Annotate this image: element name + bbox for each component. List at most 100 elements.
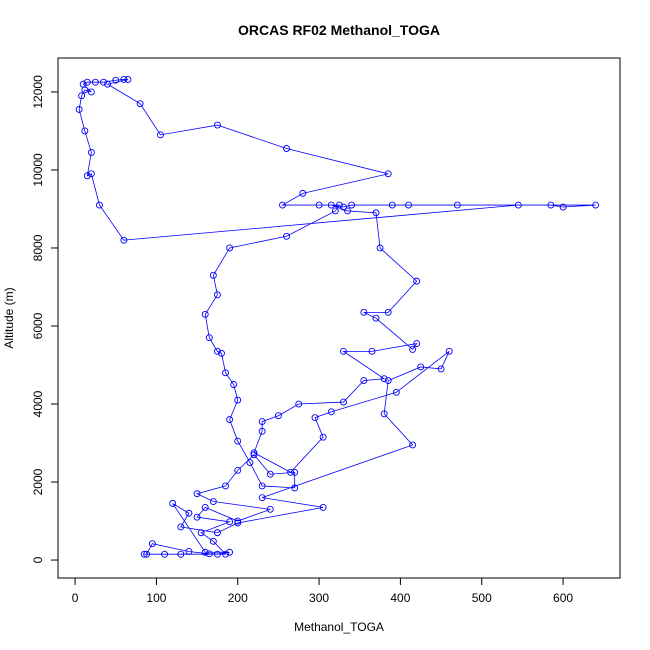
data-point [453,201,461,209]
data-point [405,201,412,209]
data-point [177,550,185,558]
data-point [348,201,356,209]
data-point [372,209,380,217]
data-point [161,550,168,558]
data-point [75,106,83,113]
data-point [193,490,201,498]
data-point [120,236,128,244]
x-axis-label: Methanol_TOGA [294,620,384,634]
x-tick-label: 500 [472,591,492,605]
data-point [209,498,217,505]
data-point [340,203,347,211]
data-point [299,189,307,197]
data-point [250,449,258,457]
data-point [547,201,555,209]
data-point [274,412,282,420]
data-point [295,400,303,408]
y-tick-label: 10000 [31,153,45,187]
data-point [78,92,86,100]
series-line [78,79,596,555]
data-point [327,408,335,416]
data-point [209,271,217,279]
data-point [384,308,392,316]
data-point [213,291,221,299]
data-point [83,78,91,86]
data-point [193,513,201,521]
data-point [120,76,128,83]
y-tick-label: 6000 [31,312,45,339]
data-point [445,347,453,355]
data-point [234,466,242,474]
data-point [201,548,209,556]
data-point [205,550,213,558]
y-tick-label: 4000 [31,390,45,417]
data-point [136,100,144,108]
y-axis-label: Altitude (m) [2,287,16,348]
data-point [104,80,112,88]
data-point [409,345,417,353]
x-tick-label: 200 [228,591,248,605]
data-point [205,334,213,342]
data-point [234,517,242,525]
data-point [91,78,99,86]
data-point [376,244,384,252]
data-point [213,529,221,537]
data-point [234,396,242,404]
data-point [83,172,91,180]
data-point [592,201,600,209]
data-point [209,537,217,545]
data-point [157,131,164,139]
data-point [319,433,327,441]
data-point [559,203,567,211]
data-point [185,548,193,555]
data-point [213,347,221,355]
data-point [234,437,242,445]
data-point [360,377,368,385]
data-point [409,441,417,449]
data-point [368,347,376,355]
y-tick-label: 12000 [31,75,45,109]
chart-title: ORCAS RF02 Methanol_TOGA [238,22,440,38]
data-point [213,550,221,558]
data-point [87,170,95,178]
data-point [169,500,177,507]
data-point [413,340,421,348]
data-point [417,363,425,371]
data-point [335,201,343,209]
data-point [213,121,221,129]
data-point [384,377,392,385]
data-point [258,494,266,502]
data-point [315,201,323,209]
data-point [226,518,234,526]
data-point [266,470,274,478]
data-point [222,482,229,490]
data-point [87,88,95,96]
data-point [226,416,234,424]
x-tick-label: 400 [390,591,410,605]
data-point [201,503,209,511]
y-tick-label: 0 [31,556,45,563]
data-point [266,505,274,513]
data-point [226,548,234,556]
data-point [388,201,396,209]
data-point [340,347,347,355]
data-point [258,418,266,426]
x-tick-label: 600 [553,591,573,605]
data-point [287,468,295,476]
data-point [279,201,286,209]
data-point [283,145,290,152]
data-point [413,277,421,285]
data-point [250,451,258,459]
data-point [311,414,319,422]
data-point [283,232,290,240]
data-point [380,375,388,383]
data-point [218,349,225,357]
data-point [360,308,368,316]
data-point [124,76,132,83]
plot-frame [57,57,621,579]
data-point [319,503,327,511]
data-point [384,170,392,178]
data-point [291,468,299,476]
data-point [112,76,120,84]
